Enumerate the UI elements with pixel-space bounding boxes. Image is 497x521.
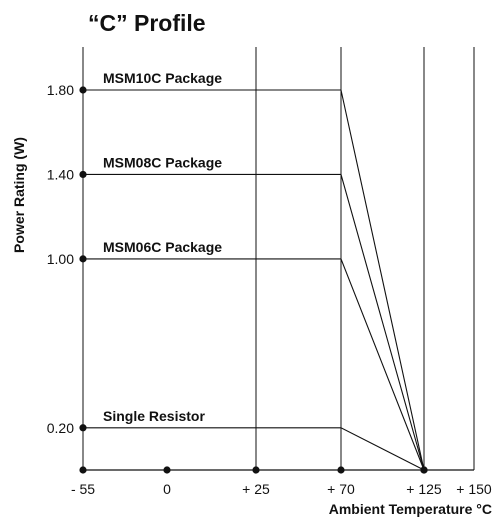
y-tick-label: 1.80 [47, 82, 74, 98]
x-tick-dot [337, 466, 345, 474]
series-line [83, 89, 425, 471]
y-axis-label: Power Rating (W) [11, 137, 27, 253]
x-axis-label: Ambient Temperature °C [329, 501, 492, 517]
y-tick-label: 0.20 [47, 420, 74, 436]
y-tick-dot [79, 170, 87, 179]
x-tick-dot [79, 466, 87, 474]
y-tick-dot [79, 255, 87, 263]
series-line [83, 258, 425, 471]
x-tick-label: + 70 [327, 481, 355, 497]
convergence-dot [420, 466, 428, 474]
x-tick-label: + 150 [456, 481, 492, 497]
x-tick-label: - 55 [71, 481, 95, 497]
series-line [83, 427, 425, 471]
series-labels: MSM10C Package MSM08C Package MSM06C Packa… [103, 70, 222, 424]
y-tick-label: 1.40 [47, 166, 74, 182]
x-tick-dot [252, 466, 260, 474]
y-tick-dot [79, 424, 87, 432]
series-line [83, 173, 425, 471]
y-tick-label: 1.00 [47, 251, 74, 267]
x-axis [79, 466, 474, 474]
series-lines [83, 89, 428, 474]
series-label: Single Resistor [103, 408, 205, 424]
y-tick-labels: 0.20 1.00 1.40 1.80 [47, 82, 87, 436]
x-tick-labels: - 55 0 + 25 + 70 + 125 + 150 [71, 481, 492, 497]
x-tick-label: 0 [163, 481, 171, 497]
x-tick-dot [163, 466, 171, 474]
series-label: MSM10C Package [103, 70, 222, 86]
series-label: MSM08C Package [103, 154, 222, 170]
x-tick-label: + 25 [242, 481, 270, 497]
chart-title: “C” Profile [88, 10, 206, 36]
y-tick-dot [79, 86, 87, 94]
x-tick-label: + 125 [406, 481, 442, 497]
series-label: MSM06C Package [103, 239, 222, 255]
